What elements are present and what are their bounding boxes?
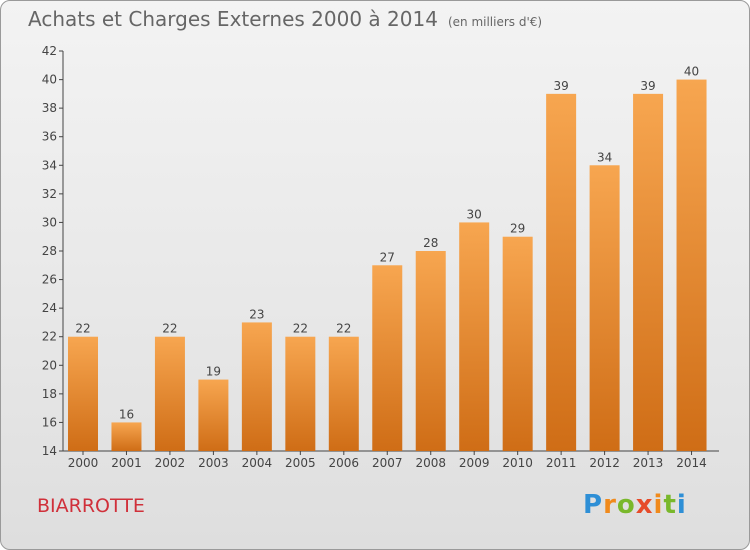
data-labels: 22 16 22 19 23 22 22 27 28 30 29 39 34 39 40 [75,65,699,422]
chart-title: Achats et Charges Externes 2000 à 2014 (e… [28,7,542,31]
x-tick-label: 2007 [372,456,403,470]
data-label: 16 [119,407,134,421]
data-label: 23 [249,307,264,321]
chart-title-text: Achats et Charges Externes 2000 à 2014 [28,7,438,31]
y-tick-label: 36 [42,130,57,144]
y-tick-label: 34 [42,158,57,172]
y-tick-label: 32 [42,187,57,201]
x-tick-label: 2000 [68,456,99,470]
y-tick-label: 38 [42,101,57,115]
bar [415,251,446,451]
bar [546,93,577,451]
bar [676,79,707,452]
data-label: 40 [684,65,699,79]
bar [111,422,142,451]
y-tick-label: 40 [42,73,57,87]
bar [68,336,98,451]
data-label: 39 [553,79,568,93]
bars [68,79,707,452]
bar [154,336,185,451]
bar [589,165,620,452]
y-tick-label: 30 [42,215,57,229]
y-tick-label: 26 [42,273,57,287]
bar [198,379,229,451]
x-tick-label: 2002 [155,456,186,470]
proxiti-logo: Proxiti [583,490,687,520]
data-label: 29 [510,222,525,236]
x-tick-label: 2009 [459,456,490,470]
bar [241,322,272,451]
x-tick-label: 2008 [415,456,446,470]
commune-name: BIARROTTE [37,495,145,517]
bar [328,336,359,451]
bar [633,93,664,451]
y-tick-label: 20 [42,358,57,372]
data-label: 27 [380,250,395,264]
data-label: 22 [336,322,351,336]
bar [502,236,533,451]
bar [459,222,490,451]
bar [372,265,403,451]
x-tick-label: 2006 [329,456,360,470]
y-tick-label: 18 [42,387,57,401]
x-tick-label: 2011 [546,456,577,470]
bar [285,336,316,451]
y-tick-label: 42 [42,44,57,58]
x-tick-label: 2010 [502,456,533,470]
x-tick-label: 2001 [111,456,142,470]
x-tick-label: 2012 [589,456,620,470]
y-tick-label: 14 [42,444,57,458]
x-tick-label: 2013 [633,456,664,470]
data-label: 34 [597,150,612,164]
data-label: 30 [467,207,482,221]
x-tick-label: 2005 [285,456,316,470]
data-label: 22 [293,322,308,336]
data-label: 28 [423,236,438,250]
x-tick-label: 2003 [198,456,229,470]
y-tick-label: 16 [42,415,57,429]
y-tick-label: 24 [42,301,57,315]
y-tick-label: 28 [42,244,57,258]
axes: 14 16 18 20 22 24 26 28 30 32 34 36 38 40 42 2000 2001 20… [42,44,719,470]
chart-unit: (en milliers d'€) [447,15,543,29]
data-label: 22 [75,322,90,336]
data-label: 19 [206,365,221,379]
data-label: 22 [162,322,177,336]
data-label: 39 [640,79,655,93]
y-tick-label: 22 [42,330,57,344]
x-tick-label: 2014 [676,456,707,470]
x-tick-label: 2004 [242,456,273,470]
